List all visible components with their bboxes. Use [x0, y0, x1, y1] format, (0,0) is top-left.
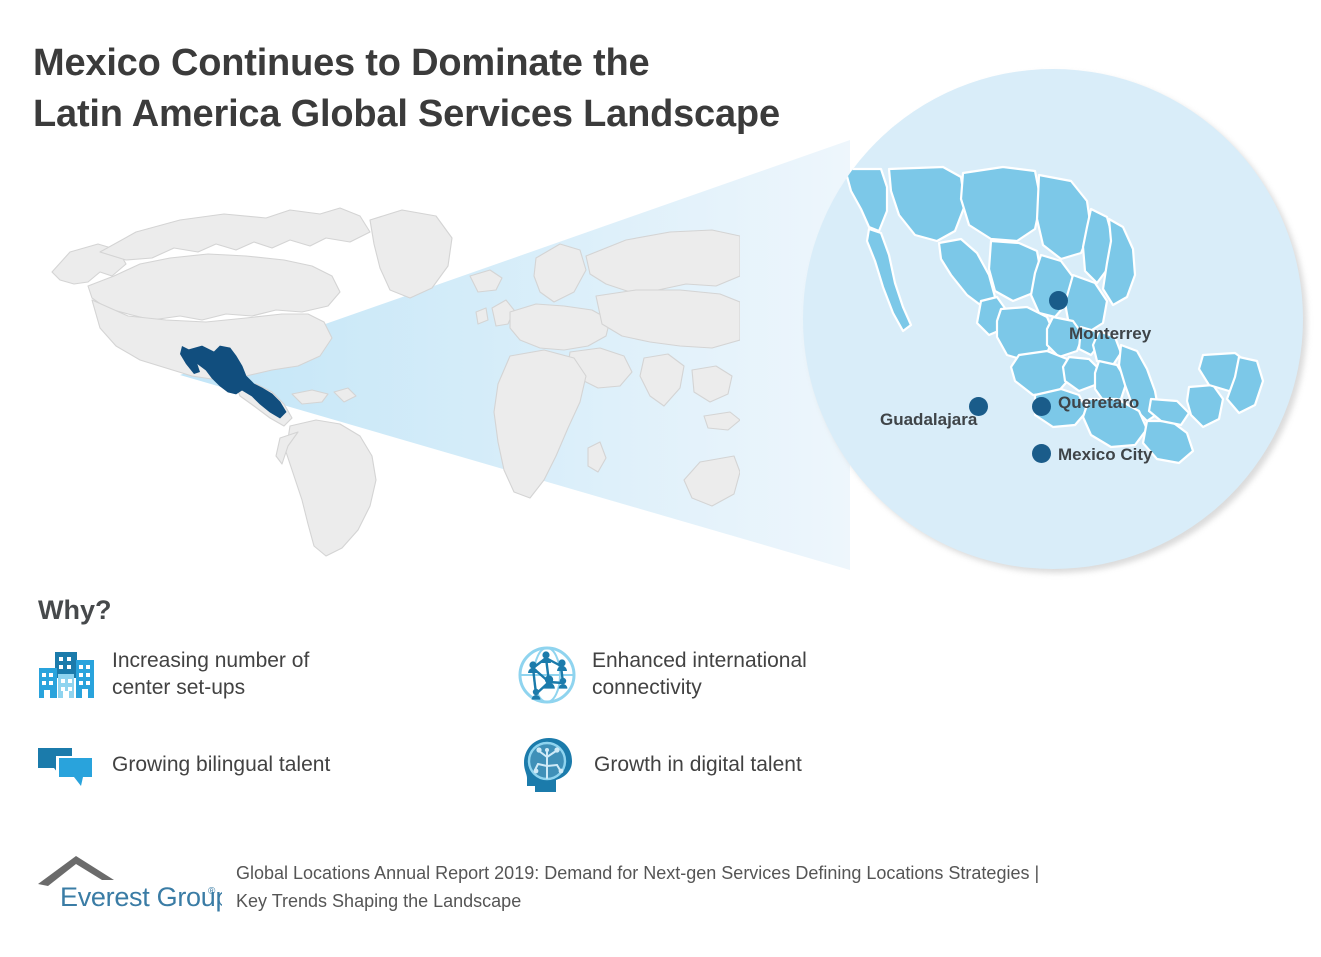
world-map — [40, 180, 740, 560]
why-item-connectivity: Enhanced international connectivity — [516, 644, 807, 706]
mexico-zoom-circle: Monterrey Queretaro Guadalajara Mexico C… — [803, 69, 1311, 577]
why-item-label: Growing bilingual talent — [112, 752, 331, 776]
buildings-icon — [36, 644, 98, 706]
city-label-mexico-city: Mexico City — [1058, 445, 1153, 464]
city-dot-mexico-city[interactable] — [1032, 444, 1051, 463]
why-item-label: Growth in digital talent — [594, 752, 802, 776]
city-label-queretaro: Queretaro — [1058, 393, 1140, 412]
svg-text:®: ® — [208, 886, 216, 897]
why-heading: Why? — [38, 595, 112, 625]
why-item-bilingual-talent: Growing bilingual talent — [36, 734, 330, 796]
why-item-label: Enhanced international connectivity — [592, 649, 807, 699]
page-title-line-2: Latin America Global Services Landscape — [33, 93, 780, 136]
svg-text:Everest Group: Everest Group — [60, 882, 222, 912]
everest-group-logo: Everest Group ® — [36, 850, 222, 916]
why-item-label: Increasing number of center set-ups — [112, 649, 310, 699]
city-dot-guadalajara[interactable] — [969, 397, 988, 416]
why-item-center-setups: Increasing number of center set-ups — [36, 644, 309, 706]
footer: Everest Group ® Global Locations Annual … — [36, 850, 1039, 916]
mexico-states-map — [843, 165, 1265, 465]
circle-face — [803, 69, 1303, 569]
city-label-monterrey: Monterrey — [1069, 324, 1152, 343]
speech-bubbles-icon — [36, 734, 98, 796]
page-title-line-1: Mexico Continues to Dominate the — [33, 42, 650, 84]
world-map-mexico-highlight — [180, 345, 287, 419]
digital-brain-icon — [518, 734, 580, 796]
page-title: Mexico Continues to Dominate the Latin A… — [33, 38, 913, 141]
network-globe-icon — [516, 644, 578, 706]
city-dot-monterrey[interactable] — [1049, 291, 1068, 310]
footer-caption: Global Locations Annual Report 2019: Dem… — [236, 863, 1040, 911]
city-label-guadalajara: Guadalajara — [880, 410, 978, 429]
why-item-digital-talent: Growth in digital talent — [518, 734, 802, 796]
city-dot-queretaro[interactable] — [1032, 397, 1051, 416]
